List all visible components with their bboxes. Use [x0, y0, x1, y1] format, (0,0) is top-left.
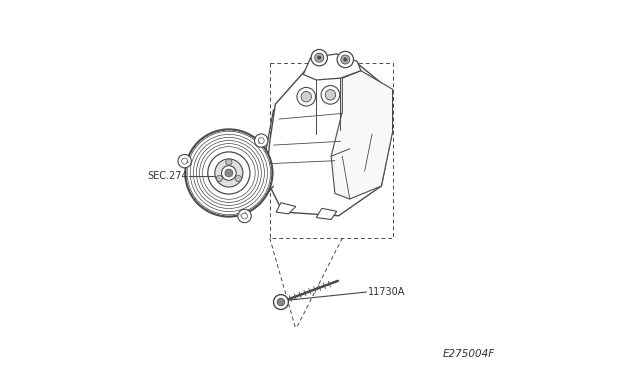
Text: 11730A: 11730A: [367, 287, 405, 297]
Circle shape: [208, 152, 250, 194]
Circle shape: [225, 169, 233, 177]
Circle shape: [226, 159, 232, 165]
Circle shape: [317, 56, 321, 60]
Circle shape: [185, 129, 273, 217]
Circle shape: [337, 51, 353, 68]
Circle shape: [238, 209, 252, 223]
Circle shape: [340, 55, 350, 64]
Circle shape: [321, 86, 340, 104]
Circle shape: [344, 58, 347, 61]
Circle shape: [273, 295, 289, 310]
Polygon shape: [303, 54, 361, 80]
Circle shape: [325, 90, 335, 100]
Text: E275004F: E275004F: [443, 349, 495, 359]
Circle shape: [297, 87, 316, 106]
Circle shape: [315, 53, 324, 62]
Text: SEC.274: SEC.274: [147, 171, 188, 180]
Circle shape: [311, 49, 328, 66]
Polygon shape: [266, 63, 392, 216]
Circle shape: [216, 175, 223, 182]
Circle shape: [277, 298, 285, 306]
Circle shape: [221, 166, 236, 180]
Polygon shape: [316, 208, 337, 219]
Circle shape: [215, 159, 243, 187]
Circle shape: [301, 92, 312, 102]
Polygon shape: [331, 71, 392, 199]
Circle shape: [178, 154, 191, 168]
Circle shape: [255, 134, 268, 147]
Circle shape: [236, 175, 241, 182]
Polygon shape: [276, 203, 296, 214]
